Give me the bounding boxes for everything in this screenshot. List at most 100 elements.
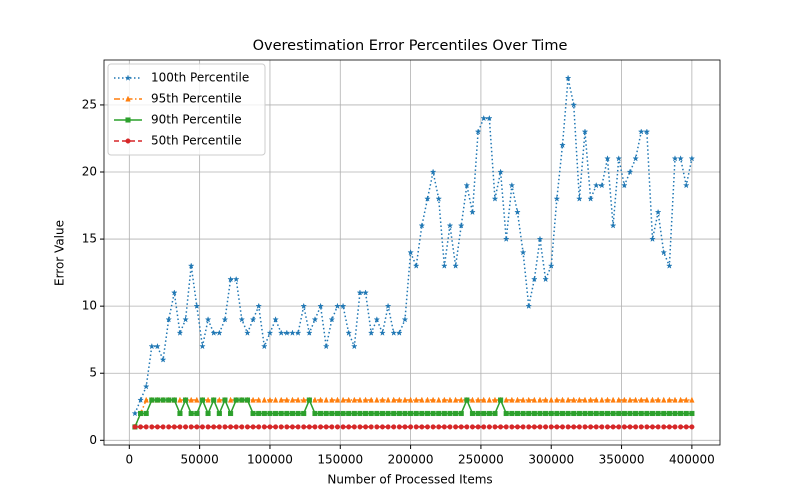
data-point bbox=[678, 410, 684, 417]
data-point bbox=[571, 410, 577, 417]
data-point bbox=[666, 396, 673, 403]
data-point bbox=[205, 410, 211, 417]
data-point bbox=[638, 424, 644, 430]
data-point bbox=[559, 424, 566, 430]
data-point bbox=[575, 195, 583, 202]
data-point bbox=[238, 315, 246, 323]
data-point bbox=[542, 396, 549, 403]
data-point bbox=[481, 396, 487, 403]
data-point bbox=[509, 396, 515, 403]
data-point bbox=[154, 342, 161, 350]
data-point bbox=[272, 396, 279, 403]
data-point bbox=[250, 410, 256, 417]
data-point bbox=[188, 410, 194, 417]
data-point bbox=[436, 396, 442, 403]
data-point bbox=[278, 410, 284, 417]
data-point bbox=[418, 222, 426, 229]
data-point bbox=[317, 396, 324, 403]
x-axis-label: Number of Processed Items bbox=[327, 473, 492, 487]
data-point bbox=[604, 424, 611, 430]
data-point bbox=[469, 208, 476, 216]
x-tick-label: 0 bbox=[125, 453, 133, 467]
data-point bbox=[447, 410, 453, 417]
plot-frame bbox=[103, 59, 721, 446]
data-point bbox=[402, 410, 408, 417]
data-point bbox=[536, 235, 544, 242]
data-point bbox=[390, 329, 398, 336]
data-point bbox=[357, 396, 363, 403]
data-point bbox=[244, 329, 251, 336]
data-point bbox=[683, 410, 689, 417]
data-point bbox=[233, 397, 239, 403]
data-point bbox=[620, 181, 628, 189]
data-point bbox=[671, 155, 679, 162]
data-point bbox=[419, 410, 425, 417]
data-point bbox=[284, 396, 290, 403]
data-point bbox=[244, 397, 251, 403]
data-point bbox=[464, 397, 470, 403]
data-point bbox=[228, 410, 234, 417]
data-point bbox=[261, 424, 267, 430]
data-point bbox=[317, 302, 324, 310]
data-point bbox=[193, 302, 201, 310]
data-point bbox=[318, 424, 324, 430]
data-point bbox=[160, 397, 166, 403]
data-point bbox=[492, 410, 498, 417]
data-point bbox=[588, 424, 594, 430]
data-point bbox=[582, 424, 588, 430]
data-point bbox=[531, 410, 537, 417]
data-point bbox=[396, 410, 402, 417]
data-point bbox=[166, 397, 172, 403]
data-point bbox=[177, 424, 183, 430]
x-tick-label: 300000 bbox=[528, 453, 574, 467]
data-point bbox=[610, 396, 616, 403]
data-point bbox=[295, 424, 301, 430]
data-point bbox=[543, 410, 549, 417]
data-point bbox=[363, 410, 369, 417]
data-point bbox=[131, 409, 139, 417]
data-point bbox=[643, 128, 651, 135]
data-point bbox=[154, 397, 160, 403]
data-point bbox=[548, 424, 554, 430]
data-point bbox=[592, 181, 600, 189]
data-point bbox=[604, 396, 611, 403]
data-point bbox=[452, 396, 459, 403]
data-point bbox=[644, 410, 650, 417]
data-point bbox=[132, 424, 138, 430]
data-point bbox=[379, 424, 386, 430]
data-point bbox=[543, 424, 549, 430]
data-point bbox=[413, 396, 419, 403]
data-point bbox=[391, 396, 397, 403]
data-point bbox=[447, 396, 453, 403]
data-point bbox=[627, 424, 633, 430]
data-point bbox=[159, 356, 167, 363]
data-point bbox=[339, 302, 347, 310]
data-point bbox=[486, 424, 492, 430]
data-point bbox=[289, 424, 296, 430]
legend-label: 100th Percentile bbox=[151, 71, 249, 85]
data-point bbox=[554, 396, 560, 403]
data-point bbox=[194, 424, 200, 430]
data-point bbox=[306, 397, 312, 403]
data-point bbox=[289, 329, 296, 336]
data-point bbox=[621, 410, 627, 417]
data-point bbox=[554, 424, 560, 430]
data-point bbox=[677, 155, 685, 162]
y-tick-label: 15 bbox=[82, 232, 97, 246]
data-point bbox=[312, 424, 318, 430]
data-point bbox=[300, 302, 308, 310]
data-point bbox=[463, 181, 471, 189]
data-point bbox=[396, 424, 402, 430]
data-point bbox=[368, 424, 374, 430]
data-point bbox=[498, 424, 504, 430]
data-point bbox=[205, 396, 211, 403]
data-point bbox=[576, 396, 583, 403]
data-point bbox=[537, 424, 543, 430]
data-point bbox=[374, 424, 380, 430]
data-point bbox=[221, 315, 229, 323]
data-point bbox=[486, 410, 492, 417]
data-point bbox=[408, 410, 414, 417]
y-tick-label: 10 bbox=[82, 299, 97, 313]
data-point bbox=[401, 315, 409, 323]
data-point bbox=[514, 410, 521, 417]
